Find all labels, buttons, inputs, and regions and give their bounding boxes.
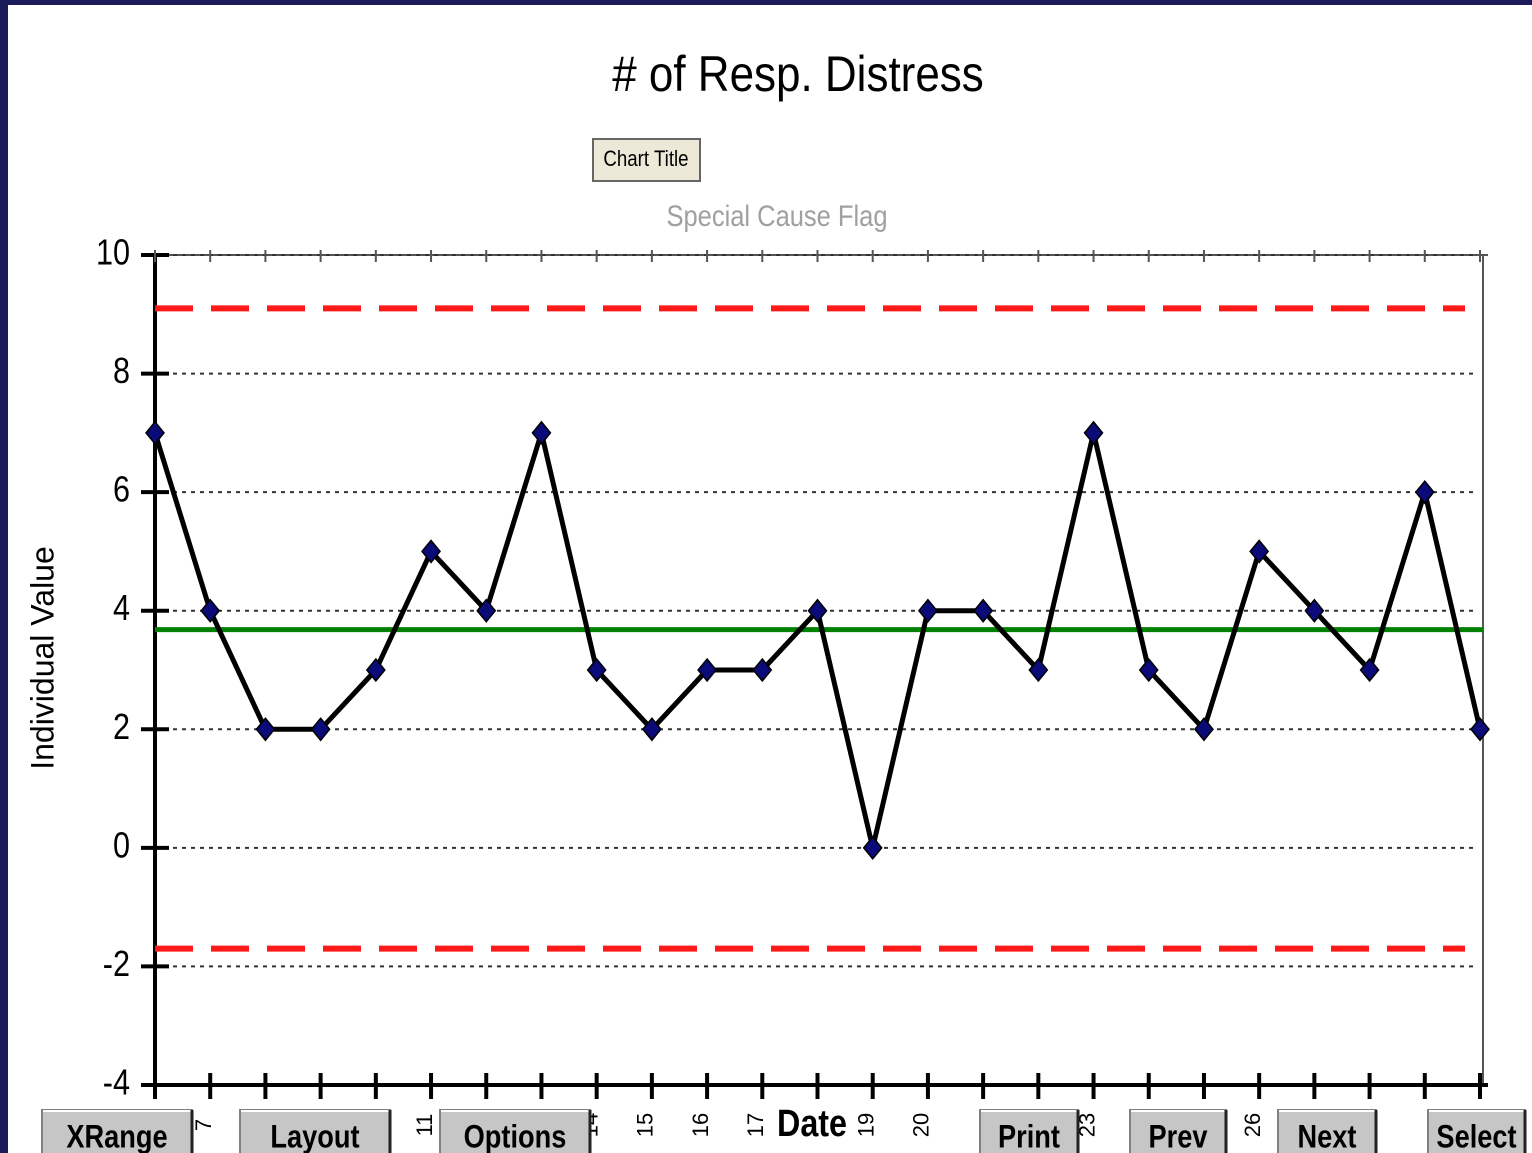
- chart-title: # of Resp. Distress: [612, 46, 984, 102]
- x-tick-label: 19: [854, 1113, 879, 1137]
- data-point: [1138, 657, 1159, 683]
- data-point: [1470, 717, 1490, 742]
- data-point: [917, 598, 938, 623]
- data-point: [531, 420, 552, 446]
- data-point: [1028, 657, 1049, 683]
- button[interactable]: [1427, 1109, 1526, 1153]
- y-tick-label: 10: [96, 233, 130, 273]
- data-point: [641, 717, 662, 742]
- data-point: [365, 657, 386, 683]
- data-point: [1414, 479, 1435, 505]
- x-tick-label: 16: [688, 1113, 713, 1137]
- button-label[interactable]: Print: [998, 1119, 1060, 1153]
- button[interactable]: [439, 1109, 591, 1153]
- data-point: [1359, 657, 1380, 683]
- data-point: [1083, 420, 1104, 446]
- data-point: [1249, 539, 1270, 564]
- y-axis-label: Individual Value: [24, 546, 60, 770]
- x-tick-label: 11: [412, 1114, 437, 1137]
- x-tick-label: 20: [909, 1113, 934, 1137]
- data-point: [586, 657, 607, 683]
- button[interactable]: [979, 1109, 1079, 1153]
- button-label[interactable]: Prev: [1149, 1119, 1208, 1153]
- data-point: [807, 598, 828, 623]
- y-tick-label: -2: [103, 945, 130, 985]
- y-tick-label: 0: [113, 826, 130, 866]
- data-point: [476, 598, 497, 623]
- y-tick-label: 6: [113, 470, 130, 510]
- data-point: [200, 598, 221, 623]
- x-tick-label: 15: [633, 1113, 658, 1137]
- data-point: [697, 657, 718, 683]
- special-cause-flag: Special Cause Flag: [666, 199, 887, 232]
- button-label[interactable]: Options: [464, 1119, 567, 1153]
- x-tick-label: 7: [191, 1119, 216, 1131]
- y-tick-label: -4: [103, 1063, 130, 1103]
- chart-title-button-label[interactable]: Chart Title: [603, 147, 688, 171]
- button[interactable]: [41, 1109, 193, 1153]
- data-point: [255, 717, 276, 742]
- y-tick-label: 8: [113, 352, 130, 392]
- x-axis-label: Date: [777, 1103, 847, 1145]
- y-tick-label: 4: [113, 589, 130, 629]
- button-label[interactable]: Next: [1298, 1119, 1357, 1153]
- data-point: [1304, 598, 1325, 623]
- data-point: [862, 835, 883, 861]
- data-point: [1193, 717, 1214, 742]
- x-tick-label: 17: [743, 1113, 768, 1137]
- plot: -4-202468107111415161719202326: [96, 233, 1490, 1137]
- data-point: [310, 717, 331, 742]
- button-label[interactable]: XRange: [66, 1119, 167, 1153]
- chart-background: [8, 5, 1532, 1153]
- y-tick-label: 2: [113, 708, 130, 748]
- data-point: [145, 420, 165, 446]
- data-point: [973, 598, 994, 623]
- data-point: [421, 539, 442, 564]
- button-label[interactable]: Layout: [270, 1119, 359, 1153]
- button[interactable]: [239, 1109, 391, 1153]
- button-label[interactable]: Select: [1436, 1119, 1516, 1153]
- chart-title-button[interactable]: [592, 138, 701, 182]
- data-point: [752, 657, 773, 683]
- button[interactable]: [1277, 1109, 1377, 1153]
- button-bar: XRange Layout Options Print Prev Next Select: [41, 1109, 1527, 1153]
- x-tick-label: 26: [1240, 1113, 1265, 1137]
